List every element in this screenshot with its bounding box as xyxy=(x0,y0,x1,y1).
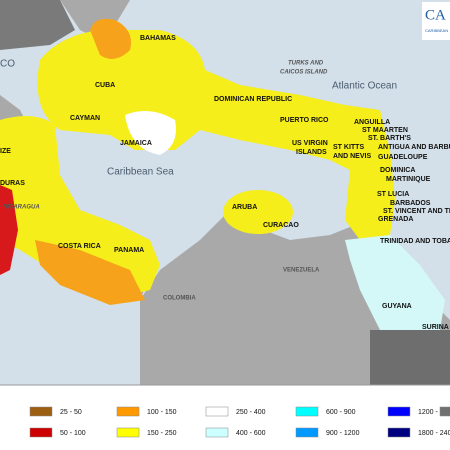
place-label: SURINA xyxy=(422,324,449,331)
legend-label: 400 - 600 xyxy=(236,430,266,437)
legend-swatch xyxy=(116,406,140,417)
legend-label: 25 - 50 xyxy=(60,409,82,416)
place-label: CURACAO xyxy=(263,222,299,229)
place-label: ST LUCIA xyxy=(377,191,409,198)
land-florida xyxy=(60,0,130,40)
legend-swatch xyxy=(387,406,411,417)
place-label: ST. VINCENT AND THE xyxy=(383,208,450,215)
zone-aruba xyxy=(223,190,293,234)
legend-label: 600 - 900 xyxy=(326,409,356,416)
zone-white-jamaica xyxy=(125,111,176,155)
place-label: ST KITTS xyxy=(333,144,364,151)
country-label: COLOMBIA xyxy=(163,296,196,302)
place-label: CUBA xyxy=(95,82,115,89)
place-label: BAHAMAS xyxy=(140,35,176,42)
legend-swatch xyxy=(295,406,319,417)
sea-label: Caribbean Sea xyxy=(107,167,174,178)
place-label: NICARAGUA xyxy=(3,205,40,211)
place-label: TURKS AND xyxy=(288,61,324,67)
legend-swatch xyxy=(387,427,411,438)
place-label: ST MAARTEN xyxy=(362,127,408,134)
place-label: ANGUILLA xyxy=(354,119,390,126)
legend-label: 150 - 250 xyxy=(147,430,177,437)
zone-orange-south xyxy=(35,240,145,305)
zone-guianas xyxy=(345,235,445,330)
legend-label: 50 - 100 xyxy=(60,430,86,437)
place-label: DOMINICAN REPUBLIC xyxy=(214,96,292,103)
place-label: CAICOS ISLAND xyxy=(280,70,328,76)
place-label: COSTA RICA xyxy=(58,243,101,250)
place-label: CO xyxy=(0,59,15,70)
place-label: DURAS xyxy=(0,180,25,187)
place-label: DOMINICA xyxy=(380,167,415,174)
legend-label: 100 - 150 xyxy=(147,409,177,416)
legend-label: 1200 - 1800 xyxy=(418,409,450,416)
zone-red xyxy=(0,185,18,275)
zone-antilles xyxy=(37,30,395,240)
legend-label: 900 - 1200 xyxy=(326,430,360,437)
zone-orange-north xyxy=(90,18,131,59)
place-label: JAMAICA xyxy=(120,140,152,147)
place-label: PUERTO RICO xyxy=(280,117,329,124)
place-label: CAYMAN xyxy=(70,115,100,122)
place-label: GUADELOUPE xyxy=(378,154,428,161)
legend-swatch xyxy=(205,406,229,417)
place-label: ANTIGUA AND BARBU xyxy=(378,144,450,151)
logo-mark: CA xyxy=(425,7,446,23)
logo-box xyxy=(422,2,450,40)
place-label: ST. BARTH'S xyxy=(368,135,411,142)
place-label: ISLANDS xyxy=(296,149,327,156)
place-label: US VIRGIN xyxy=(292,140,328,147)
place-label: MARTINIQUE xyxy=(386,176,431,183)
land-southeast xyxy=(370,330,450,385)
place-label: PANAMA xyxy=(114,247,144,254)
legend-swatch xyxy=(295,427,319,438)
place-label: BARBADOS xyxy=(390,200,431,207)
place-label: ARUBA xyxy=(232,204,257,211)
country-label: VENEZUELA xyxy=(283,268,320,274)
place-label: IZE xyxy=(0,148,11,155)
place-label: AND NEVIS xyxy=(333,153,371,160)
land-northwest xyxy=(0,0,75,50)
sea-label: Atlantic Ocean xyxy=(332,81,397,92)
legend-label: 1800 - 2400 xyxy=(418,430,450,437)
logo-subtitle: CARIBBEAN xyxy=(425,28,448,33)
legend-swatch xyxy=(439,406,450,417)
place-label: GUYANA xyxy=(382,303,412,310)
legend-panel xyxy=(0,386,450,450)
legend-swatch xyxy=(29,406,53,417)
legend-label: 250 - 400 xyxy=(236,409,266,416)
place-label: GRENADA xyxy=(378,216,413,223)
legend-swatch xyxy=(116,427,140,438)
legend-swatch xyxy=(29,427,53,438)
place-label: TRINIDAD AND TOBA xyxy=(380,238,450,245)
legend-swatch xyxy=(205,427,229,438)
